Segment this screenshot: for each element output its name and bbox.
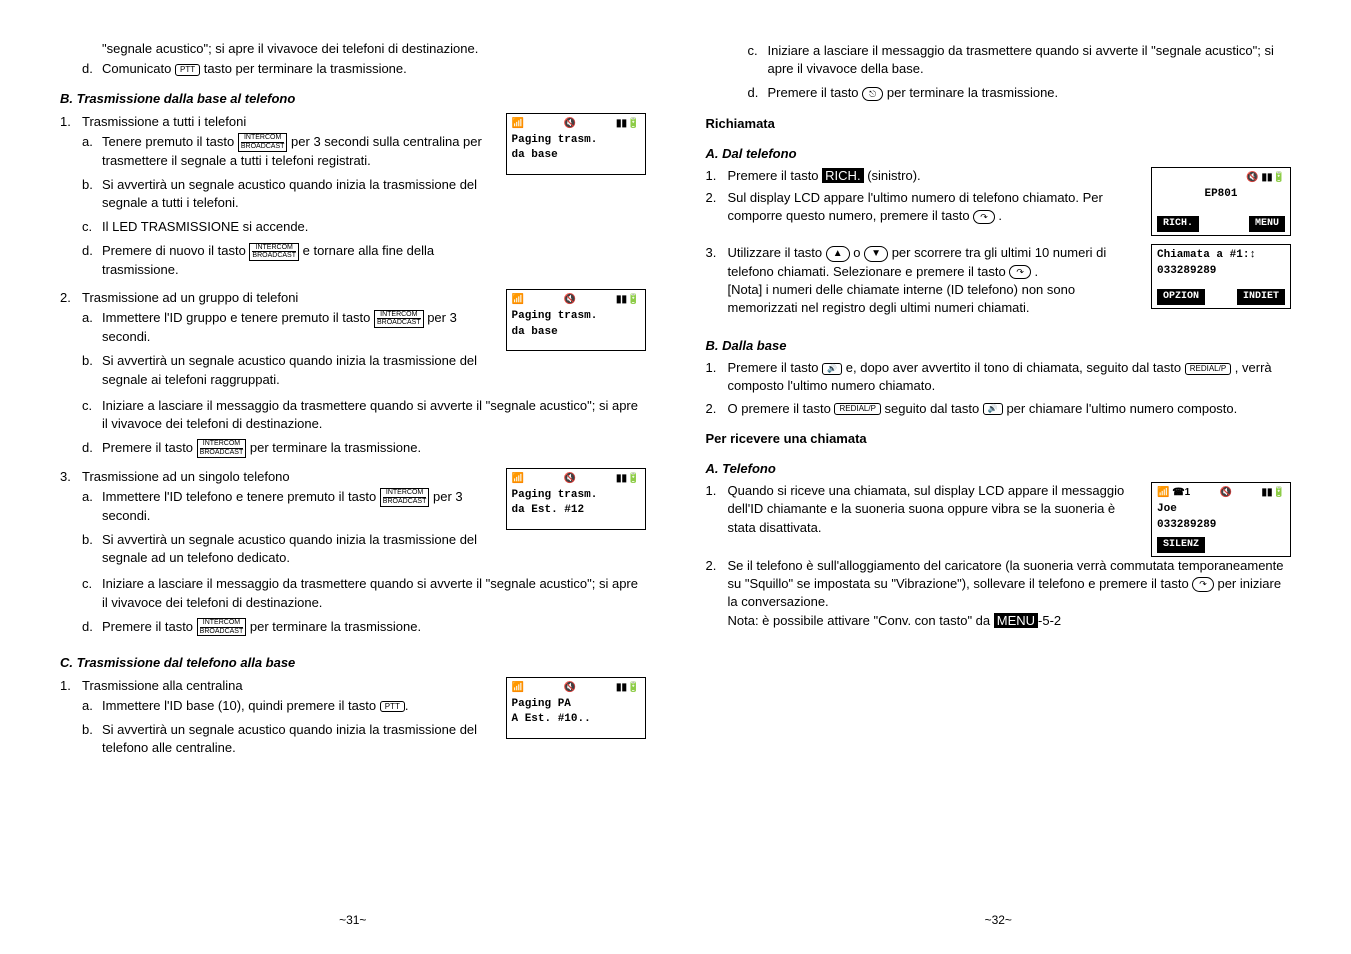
section-b-title: B. Trasmissione dalla base al telefono bbox=[60, 90, 646, 108]
intro-quote: "segnale acustico"; si apre il vivavoce … bbox=[60, 40, 646, 58]
ptt-key: PTT bbox=[175, 64, 200, 76]
b2-head: Trasmissione ad un gruppo di telefoni bbox=[82, 289, 496, 307]
end-call-key: ⎋ bbox=[862, 87, 883, 102]
speaker-key: 🔊 bbox=[983, 403, 1003, 415]
talk-key: ↷ bbox=[1192, 577, 1214, 592]
ptt-key: PTT bbox=[380, 701, 405, 713]
lcd-btn-rich: RICH. bbox=[1157, 216, 1199, 232]
menu-key: MENU bbox=[994, 613, 1038, 628]
lcd-btn-indiet: INDIET bbox=[1237, 289, 1285, 305]
lcd-screen-2: 📶🔇▮▮🔋 Paging trasm. da base bbox=[506, 289, 646, 351]
down-arrow-key: ▼ bbox=[864, 246, 888, 262]
intercom-broadcast-key: INTERCOMBROADCAST bbox=[380, 488, 430, 506]
page-number: ~32~ bbox=[985, 912, 1012, 929]
up-arrow-key: ▲ bbox=[826, 246, 850, 262]
section-c-title: C. Trasmissione dal telefono alla base bbox=[60, 654, 646, 672]
intercom-broadcast-key: INTERCOMBROADCAST bbox=[238, 133, 288, 151]
receive-title: Per ricevere una chiamata bbox=[706, 430, 1292, 448]
page-left: "segnale acustico"; si apre il vivavoce … bbox=[30, 40, 676, 934]
redial-key: REDIAL/P bbox=[834, 403, 880, 415]
page-number: ~31~ bbox=[339, 912, 366, 929]
intercom-broadcast-key: INTERCOMBROADCAST bbox=[197, 439, 247, 457]
intercom-broadcast-key: INTERCOMBROADCAST bbox=[197, 618, 247, 636]
lcd-btn-menu: MENU bbox=[1249, 216, 1285, 232]
lcd-btn-silenz: SILENZ bbox=[1157, 537, 1205, 553]
list-number: 1. bbox=[60, 113, 82, 286]
b3-head: Trasmissione ad un singolo telefono bbox=[82, 468, 496, 486]
b-dalla-base: B. Dalla base bbox=[706, 337, 1292, 355]
talk-key: ↷ bbox=[1009, 265, 1031, 280]
c1-head: Trasmissione alla centralina bbox=[82, 677, 496, 695]
lcd-screen-4: 📶🔇▮▮🔋 Paging PA A Est. #10.. bbox=[506, 677, 646, 739]
lcd-screen-7: 📶 ☎1🔇▮▮🔋 Joe 033289289 SILENZ bbox=[1151, 482, 1291, 557]
mute-icon: 🔇 bbox=[564, 117, 576, 131]
list-letter: d. bbox=[82, 60, 102, 78]
intercom-broadcast-key: INTERCOMBROADCAST bbox=[249, 243, 299, 261]
lcd-screen-6: Chiamata a #1:↕ 033289289 OPZION INDIET bbox=[1151, 244, 1291, 309]
a-telefono: A. Telefono bbox=[706, 460, 1292, 478]
battery-icon: ▮▮🔋 bbox=[616, 117, 639, 131]
intro-d: Comunicato PTT tasto per terminare la tr… bbox=[102, 60, 646, 78]
redial-key: REDIAL/P bbox=[1185, 363, 1231, 375]
richiamata-title: Richiamata bbox=[706, 115, 1292, 133]
rich-key: RICH. bbox=[822, 168, 863, 183]
signal-icon: 📶 bbox=[512, 117, 524, 131]
page-right: c.Iniziare a lasciare il messaggio da tr… bbox=[676, 40, 1322, 934]
a-dal-telefono: A. Dal telefono bbox=[706, 145, 1292, 163]
lcd-screen-3: 📶🔇▮▮🔋 Paging trasm. da Est. #12 bbox=[506, 468, 646, 530]
list-number: 2. bbox=[60, 289, 82, 464]
intercom-broadcast-key: INTERCOMBROADCAST bbox=[374, 310, 424, 328]
lcd-btn-opzion: OPZION bbox=[1157, 289, 1205, 305]
lcd-screen-5: 🔇 ▮▮🔋 EP801 RICH. MENU bbox=[1151, 167, 1291, 236]
b1-head: Trasmissione a tutti i telefoni bbox=[82, 113, 496, 131]
list-number: 3. bbox=[60, 468, 82, 643]
lcd-screen-1: 📶🔇▮▮🔋 Paging trasm. da base bbox=[506, 113, 646, 175]
speaker-key: 🔊 bbox=[822, 363, 842, 375]
talk-key: ↷ bbox=[973, 210, 995, 225]
